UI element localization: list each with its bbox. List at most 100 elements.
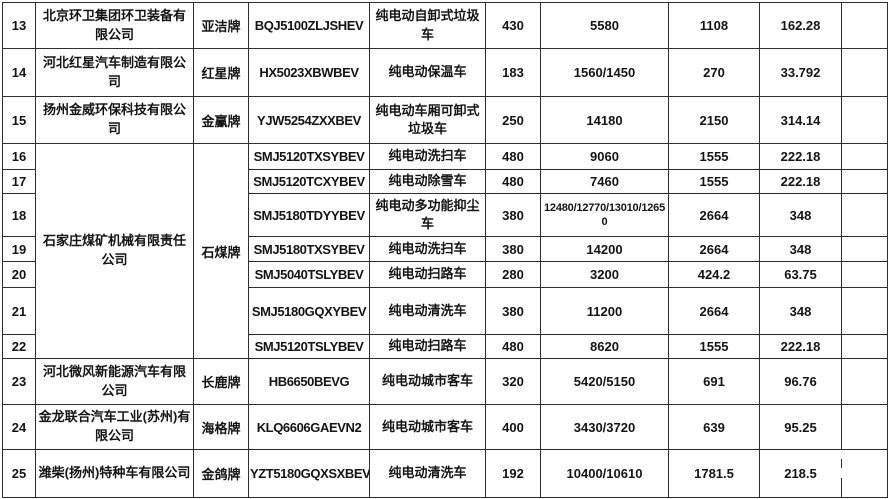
cell-model: SMJ5180GQXYBEV: [248, 287, 370, 335]
cell-vehicle-type: 纯电动多功能抑尘车: [369, 193, 486, 237]
watermark-fragment: [800, 457, 807, 469]
cell-model: SMJ5180TXSYBEV: [248, 236, 370, 262]
cell-row-number: 14: [2, 48, 36, 97]
cell-row-number: 15: [2, 96, 36, 144]
cell-value-4: 314.14: [759, 96, 842, 144]
cell-value-3: 2664: [668, 287, 760, 335]
cell-model: BQJ5100ZLJSHEV: [248, 2, 370, 49]
cell-value-3: 1108: [668, 2, 760, 49]
cell-value-3: 2664: [668, 193, 760, 237]
cell-vehicle-type: 纯电动城市客车: [369, 404, 486, 450]
cell-value-2: 12480/12770/13010/12650: [540, 193, 669, 237]
cell-model: SMJ5120TCXYBEV: [248, 169, 370, 194]
cell-value-3: 691: [668, 358, 760, 405]
table-row: 22 SMJ5120TSLYBEV 纯电动扫路车 480 8620 1555 222.18: [2, 334, 888, 359]
cell-value-4: 63.75: [759, 261, 842, 288]
cell-company: 河北微风新能源汽车有限公司: [35, 358, 194, 405]
cell-value-2: 9060: [540, 143, 669, 170]
cell-company: 河北红星汽车制造有限公司: [35, 48, 194, 97]
cell-brand: 红星牌: [193, 48, 249, 97]
cell-value-4: 222.18: [759, 169, 842, 194]
cell-vehicle-type: 纯电动自卸式垃圾车: [369, 2, 486, 49]
cell-brand: 金鸽牌: [193, 449, 249, 498]
cell-value-4: 222.18: [759, 334, 842, 359]
cell-vehicle-type: 纯电动除雪车: [369, 169, 486, 194]
cell-model: SMJ5040TSLYBEV: [248, 261, 370, 288]
cell-value-3: 2150: [668, 96, 760, 144]
cell-value-3: 424.2: [668, 261, 760, 288]
cell-value-3: 1555: [668, 334, 760, 359]
cell-vehicle-type: 纯电动车厢可卸式垃圾车: [369, 96, 486, 144]
table-row: 13 北京环卫集团环卫装备有限公司 亚洁牌 BQJ5100ZLJSHEV 纯电动自卸式垃…: [2, 2, 888, 49]
watermark-fragment: [841, 468, 846, 478]
cell-value-1: 400: [485, 404, 541, 450]
cell-value-4: 162.28: [759, 2, 842, 49]
cell-empty: [841, 169, 888, 194]
cell-brand: 石煤牌: [193, 143, 249, 359]
cell-empty: [841, 193, 888, 237]
cell-company: 扬州金威环保科技有限公司: [35, 96, 194, 144]
cell-row-number: 17: [2, 169, 36, 194]
cell-empty: [841, 143, 888, 170]
cell-brand: 海格牌: [193, 404, 249, 450]
table-row: 15 扬州金威环保科技有限公司 金鸁牌 YJW5254ZXXBEV 纯电动车厢可卸式垃圾…: [2, 96, 888, 144]
cell-value-2: 8620: [540, 334, 669, 359]
cell-value-2: 3430/3720: [540, 404, 669, 450]
table-row: 17 SMJ5120TCXYBEV 纯电动除雪车 480 7460 1555 222.18: [2, 169, 888, 194]
cell-value-4: 348: [759, 193, 842, 237]
cell-row-number: 22: [2, 334, 36, 359]
cell-vehicle-type: 纯电动清洗车: [369, 449, 486, 498]
table-row: 21 SMJ5180GQXYBEV 纯电动清洗车 380 11200 2664 348: [2, 287, 888, 335]
cell-value-3: 1555: [668, 143, 760, 170]
cell-value-3: 270: [668, 48, 760, 97]
cell-value-2: 5580: [540, 2, 669, 49]
table-row: 18 SMJ5180TDYYBEV 纯电动多功能抑尘车 380 12480/12770/…: [2, 193, 888, 237]
cell-empty: [841, 48, 888, 97]
cell-empty: [841, 449, 888, 498]
cell-brand: 金鸁牌: [193, 96, 249, 144]
cell-company: 北京环卫集团环卫装备有限公司: [35, 2, 194, 49]
cell-row-number: 16: [2, 143, 36, 170]
cell-value-1: 183: [485, 48, 541, 97]
cell-model: SMJ5120TXSYBEV: [248, 143, 370, 170]
cell-model: HB6650BEVG: [248, 358, 370, 405]
cell-row-number: 23: [2, 358, 36, 405]
cell-value-1: 380: [485, 193, 541, 237]
table-row: 23 河北微风新能源汽车有限公司 长鹿牌 HB6650BEVG 纯电动城市客车 320 54…: [2, 358, 888, 405]
cell-value-4: 348: [759, 236, 842, 262]
cell-vehicle-type: 纯电动清洗车: [369, 287, 486, 335]
cell-value-1: 430: [485, 2, 541, 49]
cell-model: SMJ5180TDYYBEV: [248, 193, 370, 237]
cell-value-4: 222.18: [759, 143, 842, 170]
table-row: 24 金龙联合汽车工业(苏州)有限公司 海格牌 KLQ6606GAEVN2 纯电动城市客…: [2, 404, 888, 450]
cell-value-1: 480: [485, 334, 541, 359]
cell-value-4: 348: [759, 287, 842, 335]
cell-value-2: 11200: [540, 287, 669, 335]
cell-empty: [841, 96, 888, 144]
cell-model: YZT5180GQXSXBEV: [248, 449, 370, 498]
cell-model: KLQ6606GAEVN2: [248, 404, 370, 450]
cell-empty: [841, 404, 888, 450]
cell-value-3: 1781.5: [668, 449, 760, 498]
table-row: 25 潍柴(扬州)特种车有限公司 金鸽牌 YZT5180GQXSXBEV 纯电动清洗车 1…: [2, 449, 888, 498]
cell-empty: [841, 236, 888, 262]
cell-vehicle-type: 纯电动保温车: [369, 48, 486, 97]
cell-empty: [841, 358, 888, 405]
cell-vehicle-type: 纯电动城市客车: [369, 358, 486, 405]
cell-value-2: 3200: [540, 261, 669, 288]
cell-empty: [841, 334, 888, 359]
cell-brand: 长鹿牌: [193, 358, 249, 405]
cell-value-2: 14180: [540, 96, 669, 144]
cell-model: SMJ5120TSLYBEV: [248, 334, 370, 359]
cell-value-2: 5420/5150: [540, 358, 669, 405]
cell-value-1: 250: [485, 96, 541, 144]
cell-company: 金龙联合汽车工业(苏州)有限公司: [35, 404, 194, 450]
cell-value-2: 14200: [540, 236, 669, 262]
cell-empty: [841, 287, 888, 335]
cell-value-1: 380: [485, 236, 541, 262]
cell-value-2: 10400/10610: [540, 449, 669, 498]
cell-value-1: 192: [485, 449, 541, 498]
cell-empty: [841, 2, 888, 49]
